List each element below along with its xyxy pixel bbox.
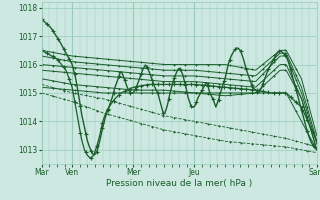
X-axis label: Pression niveau de la mer( hPa ): Pression niveau de la mer( hPa ): [106, 179, 252, 188]
